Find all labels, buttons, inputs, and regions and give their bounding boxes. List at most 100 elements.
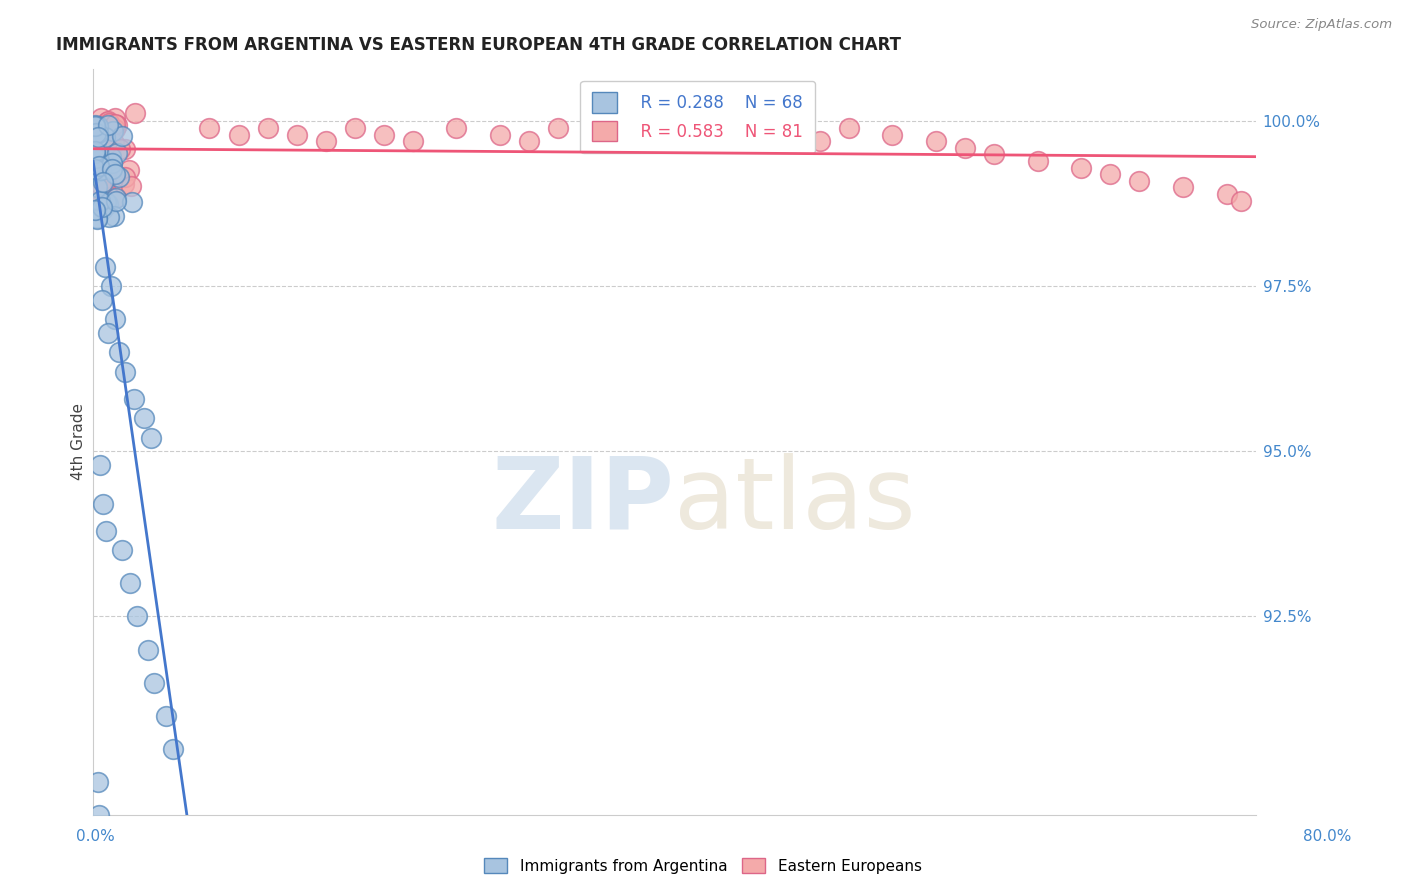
Point	[86, 120, 108, 134]
Point	[120, 178, 142, 193]
Point	[104, 122, 127, 136]
Point	[87, 121, 110, 136]
Point	[97, 196, 120, 211]
Point	[124, 105, 146, 120]
Point	[735, 120, 758, 135]
Point	[86, 126, 108, 140]
Point	[100, 121, 122, 136]
Point	[517, 134, 540, 148]
Point	[100, 279, 122, 293]
Point	[90, 133, 112, 147]
Point	[89, 458, 111, 472]
Point	[84, 136, 107, 150]
Point	[118, 576, 141, 591]
Legend: Immigrants from Argentina, Eastern Europeans: Immigrants from Argentina, Eastern Europ…	[478, 852, 928, 880]
Point	[83, 127, 105, 141]
Point	[87, 169, 110, 183]
Point	[343, 120, 366, 135]
Point	[94, 129, 117, 144]
Point	[83, 130, 105, 145]
Point	[87, 147, 110, 161]
Point	[93, 135, 115, 149]
Point	[983, 147, 1005, 161]
Point	[692, 134, 714, 148]
Point	[104, 167, 127, 181]
Point	[93, 140, 115, 154]
Point	[373, 128, 395, 142]
Point	[94, 171, 117, 186]
Point	[89, 122, 111, 136]
Point	[285, 128, 308, 142]
Point	[84, 126, 107, 140]
Point	[104, 312, 127, 326]
Point	[91, 175, 114, 189]
Point	[86, 774, 108, 789]
Point	[100, 133, 122, 147]
Point	[100, 162, 122, 177]
Point	[547, 120, 569, 135]
Point	[101, 139, 124, 153]
Point	[96, 129, 118, 144]
Point	[141, 431, 163, 445]
Point	[882, 128, 904, 142]
Point	[87, 146, 110, 161]
Point	[104, 194, 127, 208]
Point	[256, 120, 278, 135]
Point	[143, 675, 166, 690]
Point	[111, 129, 134, 144]
Point	[86, 180, 108, 194]
Point	[87, 124, 110, 138]
Y-axis label: 4th Grade: 4th Grade	[72, 403, 86, 480]
Point	[83, 165, 105, 179]
Point	[97, 210, 120, 224]
Point	[155, 708, 177, 723]
Point	[100, 148, 122, 162]
Point	[101, 155, 124, 169]
Point	[315, 134, 337, 148]
Point	[96, 524, 118, 538]
Point	[114, 142, 136, 156]
Point	[108, 142, 131, 156]
Point	[114, 365, 136, 379]
Point	[114, 169, 136, 184]
Point	[101, 123, 124, 137]
Point	[90, 179, 112, 194]
Point	[98, 159, 121, 173]
Point	[84, 165, 107, 179]
Point	[1099, 167, 1122, 181]
Point	[664, 128, 686, 142]
Point	[91, 190, 114, 204]
Point	[90, 293, 112, 307]
Point	[89, 183, 111, 197]
Point	[94, 138, 117, 153]
Point	[138, 642, 160, 657]
Point	[108, 170, 131, 185]
Point	[83, 164, 105, 178]
Legend:   R = 0.288    N = 68,   R = 0.583    N = 81: R = 0.288 N = 68, R = 0.583 N = 81	[581, 80, 815, 153]
Point	[87, 807, 110, 822]
Point	[83, 145, 105, 159]
Point	[89, 194, 111, 208]
Text: atlas: atlas	[675, 453, 917, 549]
Point	[83, 169, 105, 184]
Point	[83, 169, 105, 184]
Point	[89, 159, 111, 173]
Point	[446, 120, 468, 135]
Point	[162, 741, 184, 756]
Point	[108, 345, 131, 359]
Point	[103, 209, 125, 223]
Point	[90, 111, 112, 125]
Point	[1230, 194, 1253, 208]
Point	[83, 118, 105, 132]
Point	[198, 120, 221, 135]
Point	[634, 120, 657, 135]
Point	[84, 187, 107, 202]
Point	[97, 145, 120, 160]
Point	[97, 116, 120, 130]
Point	[97, 326, 120, 340]
Point	[228, 128, 250, 142]
Point	[94, 194, 117, 209]
Point	[838, 120, 860, 135]
Point	[1026, 153, 1049, 168]
Point	[87, 164, 110, 178]
